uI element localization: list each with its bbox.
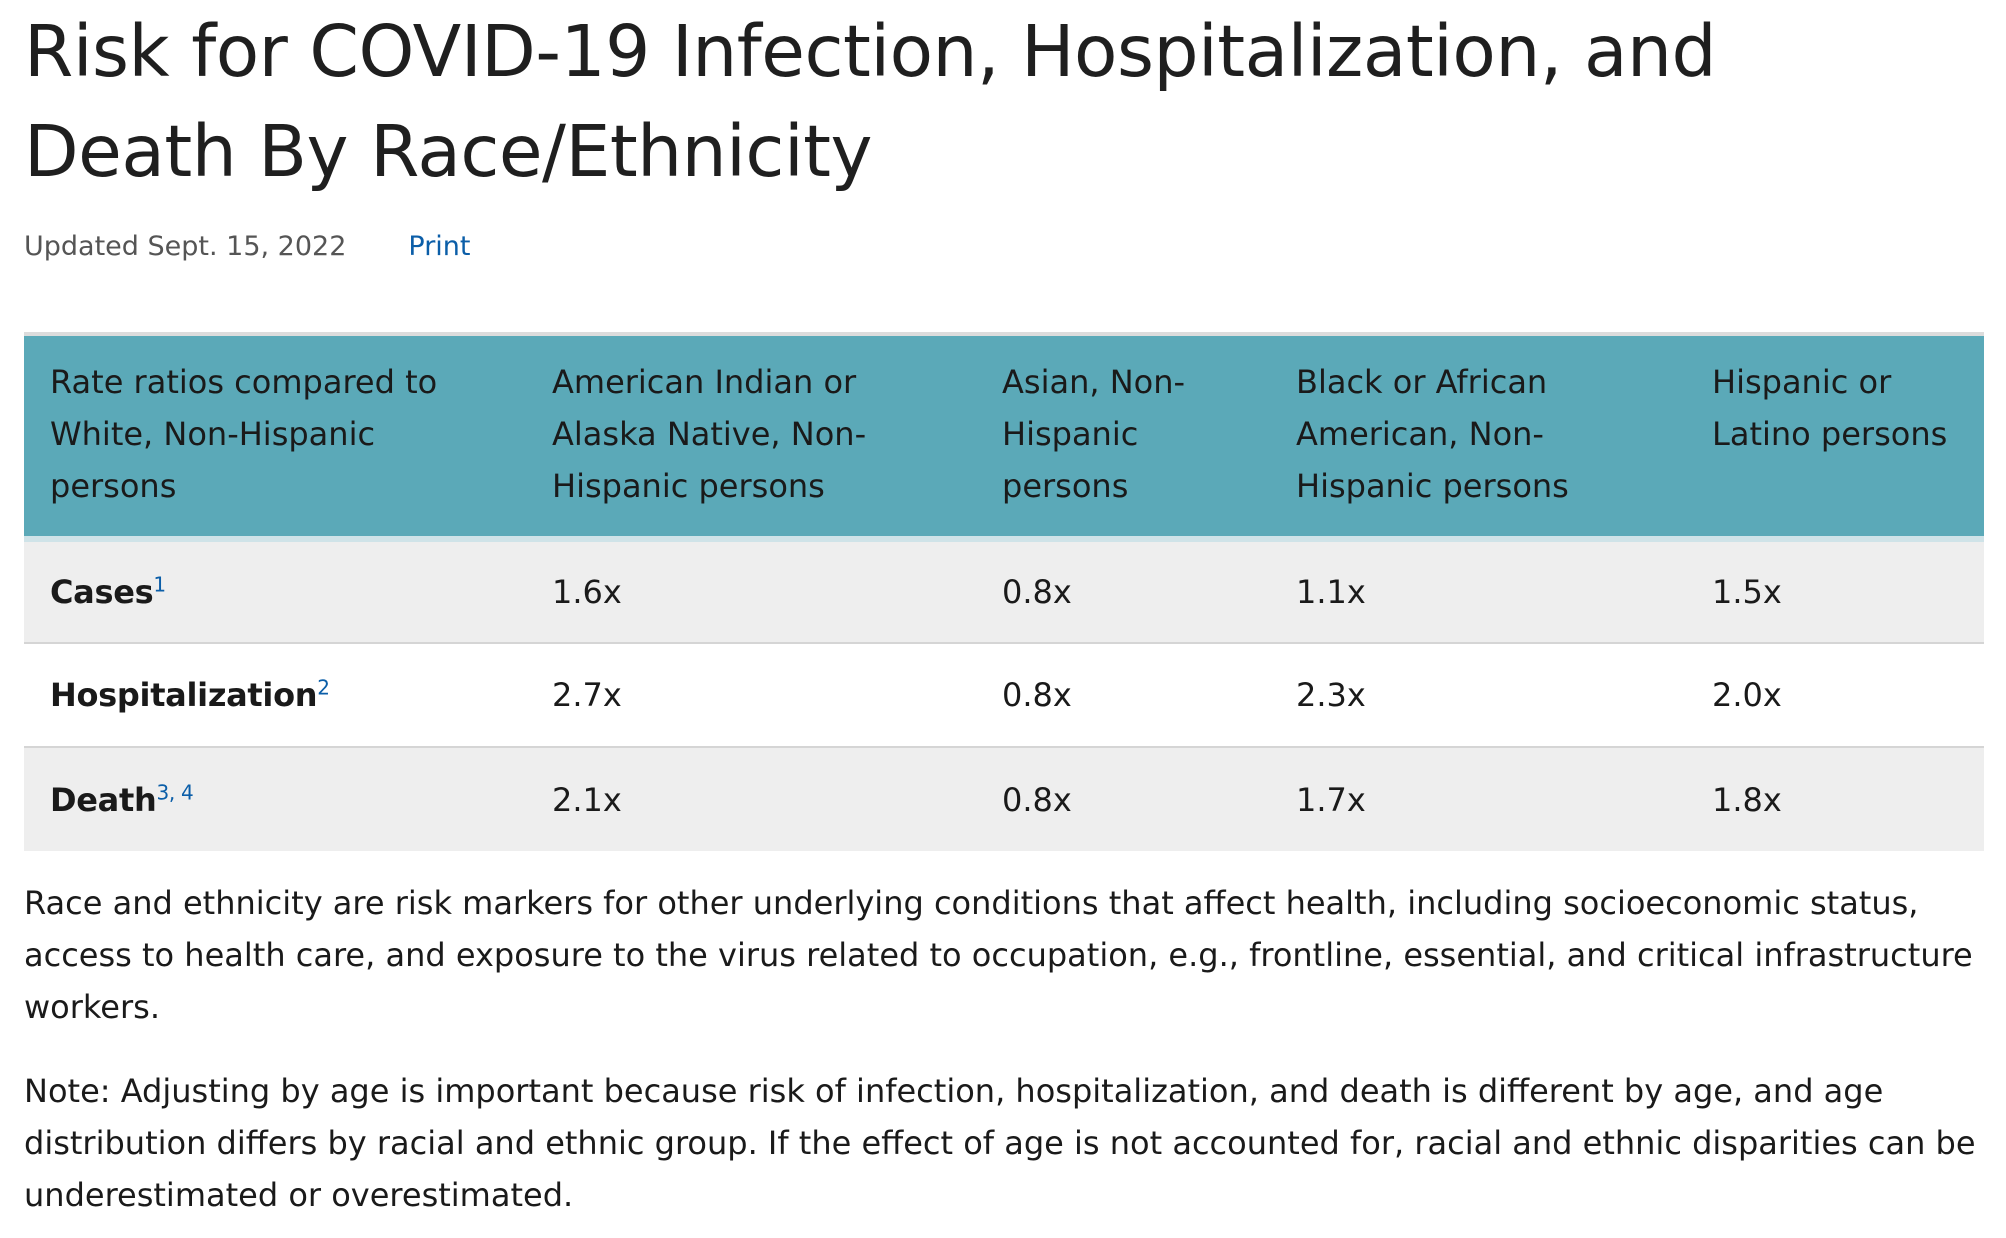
table-cell: 2.0x (1712, 676, 1782, 714)
row-label-text: Hospitalization (50, 676, 318, 714)
table-cell: 1.8x (1712, 780, 1782, 819)
row-label-text: Death (50, 780, 157, 819)
rate-ratio-table: Rate ratios compared to White, Non-Hispa… (24, 332, 1984, 851)
meta-row: Updated Sept. 15, 2022 Print (24, 226, 1982, 266)
column-header-black: Black or African American, Non-Hispanic … (1296, 363, 1569, 505)
column-header-rate-ratios: Rate ratios compared to White, Non-Hispa… (50, 363, 438, 505)
table-cell: 0.8x (1002, 676, 1072, 714)
table-cell: 2.7x (552, 676, 622, 714)
row-label-death: Death3, 4 (24, 747, 526, 851)
row-label-cases: Cases1 (24, 539, 526, 643)
table-cell: 0.8x (1002, 780, 1072, 819)
column-header-asian: Asian, Non-Hispanic persons (1002, 363, 1186, 505)
footnote-link[interactable]: 1 (153, 572, 166, 597)
table-row-hospitalization: Hospitalization2 2.7x 0.8x 2.3x 2.0x (24, 643, 1984, 747)
footnote-link[interactable]: 3, 4 (156, 779, 194, 804)
table-cell: 1.6x (552, 573, 622, 611)
table-cell: 1.7x (1296, 780, 1366, 819)
page-title: Risk for COVID-19 Infection, Hospitaliza… (24, 10, 1717, 193)
age-adjustment-note: Note: Adjusting by age is important beca… (24, 1072, 1976, 1214)
table-cell: 1.5x (1712, 573, 1782, 611)
column-header-american-indian: American Indian or Alaska Native, Non-Hi… (552, 363, 867, 505)
table-row-death: Death3, 4 2.1x 0.8x 1.7x 1.8x (24, 747, 1984, 851)
table-header-row: Rate ratios compared to White, Non-Hispa… (24, 334, 1984, 539)
footnote-link[interactable]: 2 (317, 675, 330, 700)
table-body: Cases1 1.6x 0.8x 1.1x 1.5x Hospitalizati… (24, 539, 1984, 851)
risk-markers-paragraph: Race and ethnicity are risk markers for … (24, 884, 1973, 1026)
table-cell: 1.1x (1296, 573, 1366, 611)
print-link[interactable]: Print (408, 230, 471, 262)
table-row-cases: Cases1 1.6x 0.8x 1.1x 1.5x (24, 539, 1984, 643)
row-label-text: Cases (50, 573, 154, 611)
column-header-hispanic: Hispanic or Latino persons (1712, 363, 1948, 453)
updated-date: Updated Sept. 15, 2022 (24, 230, 347, 262)
table-header: Rate ratios compared to White, Non-Hispa… (24, 334, 1984, 539)
table-cell: 2.3x (1296, 676, 1366, 714)
table-cell: 2.1x (552, 780, 622, 819)
table-cell: 0.8x (1002, 573, 1072, 611)
row-label-hospitalization: Hospitalization2 (24, 643, 526, 747)
